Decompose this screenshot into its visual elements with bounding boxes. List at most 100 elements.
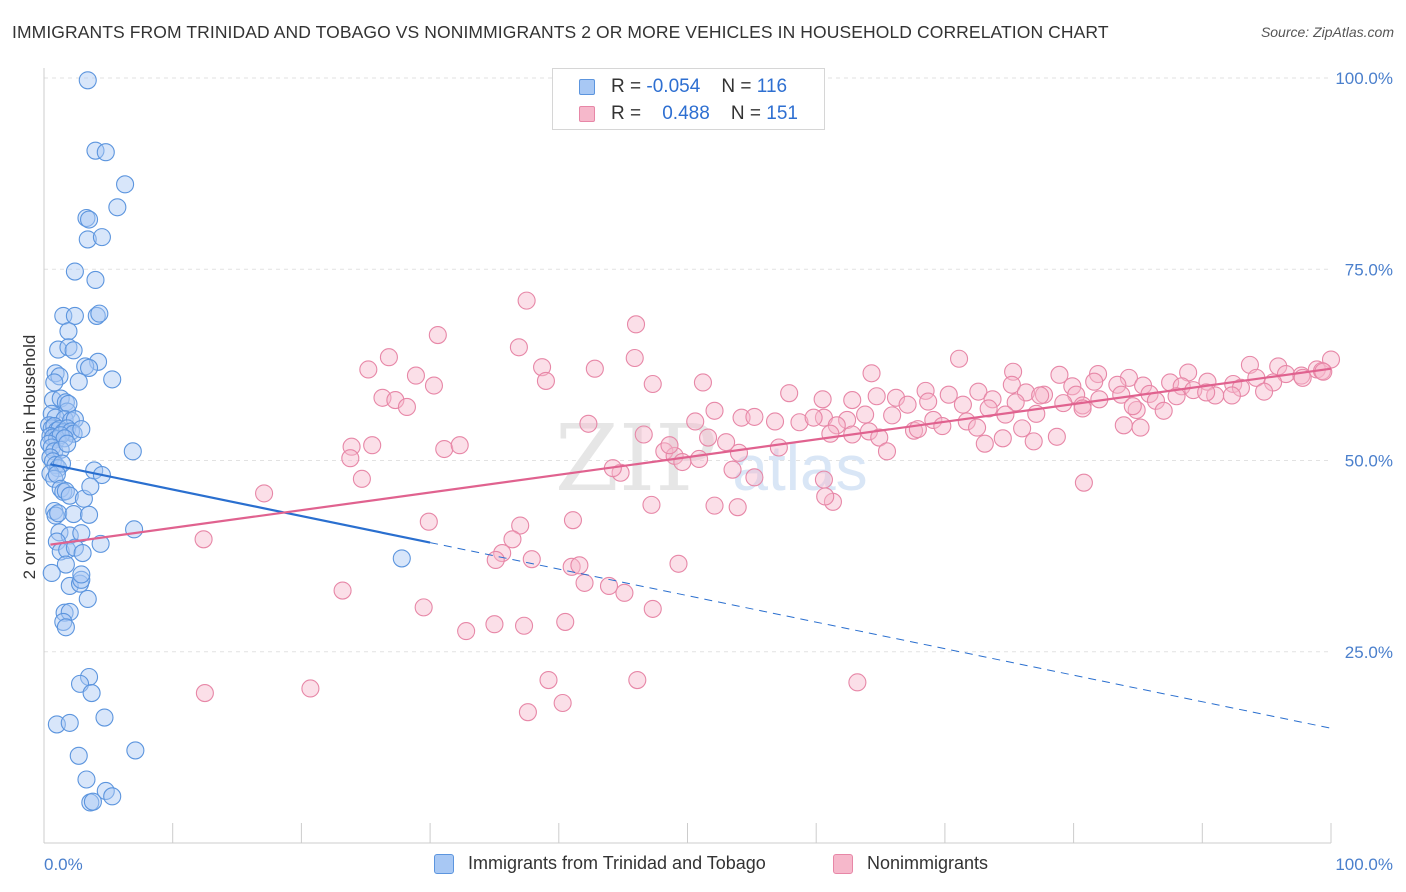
nonimmigrants-point bbox=[1050, 365, 1069, 384]
y-tick-label: 75.0% bbox=[1345, 260, 1393, 279]
nonimmigrants-point bbox=[867, 387, 886, 406]
nonimmigrants-point bbox=[615, 583, 634, 602]
nonimmigrants-point bbox=[457, 622, 476, 641]
nonimmigrants-point bbox=[1006, 393, 1025, 412]
legend-n-value-trinidad: 116 bbox=[756, 76, 788, 97]
trinidad-point bbox=[56, 618, 75, 637]
nonimmigrants-point bbox=[769, 438, 788, 457]
nonimmigrants-point bbox=[804, 408, 823, 427]
nonimmigrants-point bbox=[517, 291, 536, 310]
nonimmigrants-point bbox=[556, 612, 575, 631]
nonimmigrants-point bbox=[342, 437, 361, 456]
x-tick-label-max: 100.0% bbox=[1335, 855, 1393, 874]
nonimmigrants-point bbox=[414, 598, 433, 617]
nonimmigrants-point bbox=[628, 671, 647, 690]
nonimmigrants-point bbox=[195, 684, 214, 703]
legend-swatch-trinidad bbox=[579, 79, 595, 95]
trinidad-point bbox=[103, 787, 122, 806]
chart-source: Source: ZipAtlas.com bbox=[1260, 24, 1394, 40]
nonimmigrants-point bbox=[856, 405, 875, 424]
series-nonimmigrants-points bbox=[194, 291, 1341, 722]
y-tick-label: 25.0% bbox=[1345, 643, 1393, 662]
trinidad-point bbox=[45, 373, 64, 392]
nonimmigrants-point bbox=[816, 487, 835, 506]
trinidad-point bbox=[59, 338, 78, 357]
nonimmigrants-point bbox=[1108, 375, 1127, 394]
nonimmigrants-point bbox=[518, 703, 537, 722]
nonimmigrants-point bbox=[579, 414, 598, 433]
nonimmigrants-point bbox=[599, 576, 619, 596]
trinidad-point bbox=[60, 486, 79, 505]
nonimmigrants-point bbox=[1131, 418, 1150, 437]
nonimmigrants-point bbox=[359, 360, 378, 379]
nonimmigrants-point bbox=[536, 371, 555, 390]
axes bbox=[43, 68, 1332, 844]
nonimmigrants-point bbox=[686, 412, 705, 431]
nonimmigrants-point bbox=[533, 358, 552, 377]
nonimmigrants-point bbox=[634, 425, 653, 444]
nonimmigrants-point bbox=[379, 348, 398, 367]
nonimmigrants-point bbox=[862, 364, 881, 383]
chart-title: IMMIGRANTS FROM TRINIDAD AND TOBAGO VS N… bbox=[12, 22, 1109, 42]
legend-r-value-nonimmigrants: 0.488 bbox=[662, 103, 710, 124]
nonimmigrants-point bbox=[745, 468, 764, 487]
trinidad-point bbox=[91, 534, 110, 553]
nonimmigrants-point bbox=[397, 397, 416, 417]
nonimmigrants-point bbox=[643, 599, 662, 618]
nonimmigrants-point bbox=[1054, 394, 1073, 413]
legend-text-trinidad: R = -0.054 N = 116 bbox=[611, 76, 787, 98]
nonimmigrants-point bbox=[813, 390, 832, 409]
trinidad-point bbox=[60, 602, 79, 622]
nonimmigrants-point bbox=[969, 382, 988, 401]
trinidad-point bbox=[78, 589, 97, 609]
nonimmigrants-point bbox=[838, 410, 857, 430]
trinidad-point bbox=[95, 708, 114, 727]
legend-r-label: R = bbox=[611, 76, 642, 97]
nonimmigrants-point bbox=[729, 443, 749, 462]
nonimmigrants-point bbox=[1119, 368, 1138, 387]
legend-n-label: N = bbox=[721, 76, 752, 97]
nonimmigrants-point bbox=[341, 449, 360, 468]
legend-r-label: R = bbox=[611, 103, 642, 124]
nonimmigrants-point bbox=[1063, 377, 1082, 396]
nonimmigrants-point bbox=[515, 616, 534, 635]
nonimmigrants-point bbox=[428, 325, 447, 345]
nonimmigrants-point bbox=[745, 407, 764, 426]
grid-lines bbox=[44, 77, 1331, 653]
bottom-legend-label-nonimmigrants: Nonimmigrants bbox=[867, 853, 989, 873]
nonimmigrants-point bbox=[1222, 386, 1241, 405]
nonimmigrants-point bbox=[626, 315, 646, 334]
nonimmigrants-point bbox=[503, 530, 522, 549]
nonimmigrants-point bbox=[908, 420, 927, 439]
trinidad-point bbox=[116, 175, 135, 194]
trinidad-point bbox=[87, 306, 106, 325]
trinidad-point bbox=[77, 770, 96, 789]
nonimmigrants-point bbox=[693, 373, 712, 392]
nonimmigrants-point bbox=[979, 399, 998, 418]
nonimmigrants-point bbox=[780, 384, 799, 403]
trinidad-point bbox=[90, 304, 109, 323]
nonimmigrants-point bbox=[993, 429, 1012, 448]
nonimmigrants-point bbox=[1197, 383, 1216, 402]
trinidad-point bbox=[58, 434, 77, 453]
nonimmigrants-point bbox=[255, 484, 274, 503]
nonimmigrants-point bbox=[386, 391, 405, 410]
nonimmigrants-point bbox=[1074, 473, 1093, 492]
nonimmigrants-point bbox=[553, 693, 572, 713]
nonimmigrants-point bbox=[953, 395, 972, 414]
trinidad-point bbox=[82, 684, 101, 703]
nonimmigrants-point bbox=[690, 449, 709, 469]
trinidad-point bbox=[86, 270, 105, 290]
nonimmigrants-point bbox=[1314, 362, 1333, 381]
nonimmigrants-point bbox=[1154, 401, 1173, 420]
nonimmigrants-point bbox=[1085, 372, 1104, 391]
bottom-legend-label-trinidad: Immigrants from Trinidad and Tobago bbox=[468, 853, 766, 873]
nonimmigrants-point bbox=[916, 381, 935, 400]
nonimmigrants-point bbox=[790, 413, 809, 432]
nonimmigrants-point bbox=[625, 348, 644, 368]
nonimmigrants-point bbox=[968, 418, 987, 437]
nonimmigrants-point bbox=[419, 512, 438, 531]
bottom-legend-swatch-trinidad bbox=[434, 854, 454, 874]
nonimmigrants-point bbox=[723, 460, 742, 479]
